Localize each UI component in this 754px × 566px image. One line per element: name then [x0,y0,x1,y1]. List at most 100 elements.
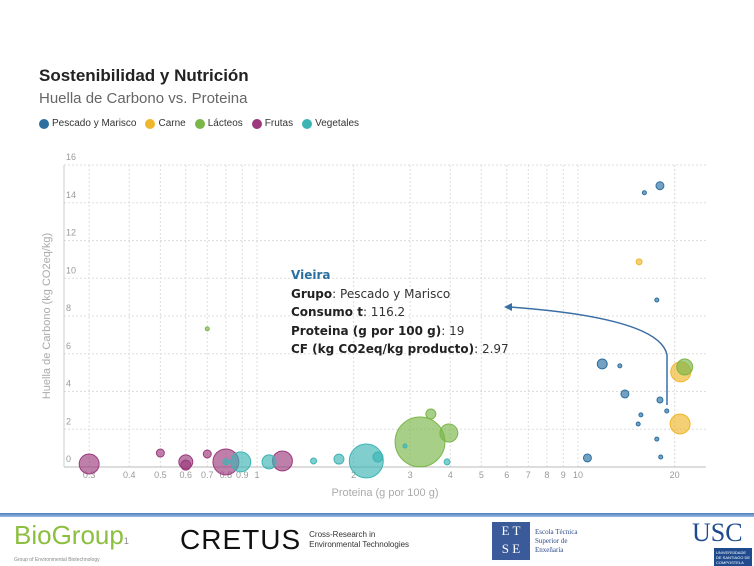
y-tick-label: 6 [66,341,71,351]
usc-tagline: UNIVERSIDADE DE SANTIAGO DE COMPOSTELA [714,548,752,566]
data-point[interactable] [654,436,660,442]
x-tick-label: 0.7 [201,470,214,480]
footer-divider [0,513,754,517]
data-point[interactable] [635,258,643,266]
legend-item[interactable]: Vegetales [302,118,359,130]
data-point[interactable] [582,453,592,463]
data-point[interactable] [78,453,100,475]
legend-label: Lácteos [207,118,243,129]
data-point[interactable] [654,297,660,303]
data-point[interactable] [333,453,345,465]
annotation-arrow [509,306,668,405]
arrow-head-icon [504,303,512,311]
data-point[interactable] [402,443,408,449]
legend-label: Pescado y Marisco [52,118,137,129]
data-point[interactable] [443,458,451,466]
legend-item[interactable]: Pescado y Marisco [39,118,136,130]
y-tick-label: 4 [66,379,71,389]
annotation-title: Vieira [291,268,331,282]
legend-label: Carne [158,118,186,129]
data-point[interactable] [620,389,630,399]
data-point[interactable] [439,423,459,443]
legend-label: Vegetales [315,118,360,129]
data-point[interactable] [641,190,647,196]
x-tick-label: 5 [479,470,484,480]
etse-line-3: Enxeñaría [535,545,564,554]
data-point[interactable] [155,448,165,458]
annotation-row: CF (kg CO2eq/kg producto): 2.97 [291,342,509,356]
annotation-tooltip: Vieira Grupo: Pescado y Marisco Consumo t… [291,266,509,359]
y-tick-label: 10 [66,265,76,275]
data-point[interactable] [180,459,192,471]
data-point[interactable] [656,396,664,404]
legend-marker [194,119,205,129]
data-point[interactable] [202,449,212,459]
x-tick-label: 10 [573,470,583,480]
x-tick-label: 0.5 [154,470,167,480]
data-point[interactable] [261,454,277,470]
x-tick-label: 9 [561,470,566,480]
legend-item[interactable]: Carne [145,118,186,130]
legend-item[interactable]: Frutas [251,118,294,130]
biogroup-wordmark: BioGroup [14,520,124,550]
data-point[interactable] [638,412,644,418]
data-point[interactable] [230,451,252,473]
legend-marker [251,119,262,129]
cretus-tagline-1: Cross-Research in [309,530,376,539]
x-tick-label: 3 [408,470,413,480]
data-point[interactable] [658,454,664,460]
x-tick-label: 7 [526,470,531,480]
y-tick-label: 16 [66,152,76,162]
chart-subtitle: Huella de Carbono vs. Proteina [39,90,248,107]
data-point[interactable] [635,421,641,427]
x-tick-label: 20 [670,470,680,480]
x-tick-label: 0.6 [180,470,193,480]
data-point[interactable] [617,363,623,369]
x-tick-label: 2 [351,470,356,480]
legend: Pescado y Marisco Carne Lácteos Frutas Veget… [39,118,359,130]
x-tick-label: 1 [254,470,259,480]
data-point[interactable] [596,358,608,370]
legend-marker [145,119,156,129]
x-tick-label: 0.4 [123,470,136,480]
annotation-row: Consumo t: 116.2 [291,305,406,319]
data-point[interactable] [348,443,384,479]
legend-label: Frutas [264,118,294,129]
y-tick-label: 12 [66,228,76,238]
data-point[interactable] [310,457,318,465]
data-point[interactable] [204,326,210,332]
cretus-wordmark: CRETUS [180,524,302,555]
y-tick-label: 14 [66,190,76,200]
legend-item[interactable]: Lácteos [194,118,243,130]
data-point[interactable] [676,358,694,376]
x-tick-label: 6 [504,470,509,480]
annotation-row: Grupo: Pescado y Marisco [291,286,451,301]
usc-wordmark: USC [692,518,743,547]
usc-logo: USC UNIVERSIDADE DE SANTIAGO DE COMPOSTE… [692,518,752,566]
biogroup-logo: BioGroup1 Group of Environmental Biotech… [14,520,129,564]
legend-marker [39,119,49,129]
biogroup-tagline: Group of Environmental Biotechnology [14,557,100,563]
legend-marker [302,119,313,129]
annotation-row: Proteina (g por 100 g): 19 [291,323,465,338]
data-point[interactable] [664,408,670,414]
data-point[interactable] [655,181,665,191]
cretus-tagline-2: Environmental Technologies [309,540,410,549]
y-tick-label: 0 [66,454,71,464]
chart-title: Sostenibilidad y Nutrición [39,66,249,85]
x-tick-label: 4 [448,470,453,480]
biogroup-superscript: 1 [123,536,129,546]
x-tick-label: 0.3 [83,470,96,480]
data-point[interactable] [372,451,384,463]
scatter-plot: 02468101214160.30.40.50.60.70.80.9123456… [41,152,706,499]
data-point[interactable] [669,413,691,435]
y-axis-label: Huella de Carbono (kg CO2eq/kg) [41,233,53,399]
data-point[interactable] [222,458,230,466]
data-point[interactable] [425,408,437,420]
x-tick-label: 0.9 [236,470,249,480]
data-point[interactable] [394,416,446,468]
y-tick-label: 2 [66,416,71,426]
